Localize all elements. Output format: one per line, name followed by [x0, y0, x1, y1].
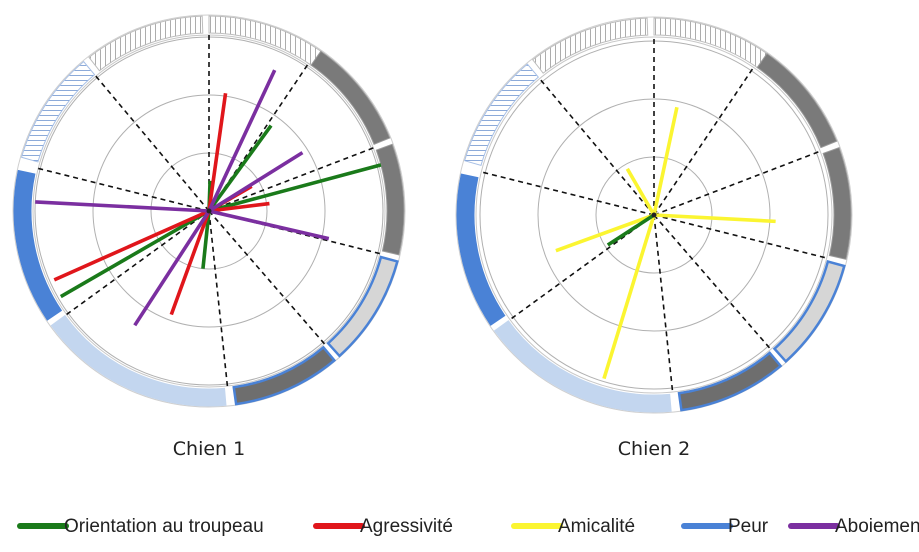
segment-orientation-6: [606, 213, 655, 247]
rim-sector-6: [493, 320, 672, 413]
segment-agressivite-10: [53, 209, 210, 282]
segment-agressivite-8: [208, 201, 270, 213]
dashed-spoke-3: [653, 150, 821, 216]
rim-sector-8: [20, 60, 96, 163]
legend-label-orientation: Orientation au troupeau: [64, 516, 264, 537]
grid-ring-2: [537, 98, 771, 332]
segment-amicalite-2: [653, 213, 776, 224]
dashed-spoke-4: [653, 214, 827, 259]
dashed-spoke-6: [653, 214, 674, 393]
grid-ring-2: [92, 94, 326, 328]
legend-item-orientation: Orientation au troupeau: [17, 516, 264, 537]
outer-circle: [455, 16, 853, 414]
rim-sector-5: [677, 351, 783, 412]
center-point: [206, 208, 212, 214]
dashed-spoke-5: [653, 214, 772, 350]
dashed-spoke-7: [66, 210, 210, 316]
legend-label-agressivite: Agressivité: [360, 516, 453, 537]
segment-aboiement-14: [133, 210, 211, 327]
segment-aboiement-12: [208, 151, 304, 213]
rim-sector-9: [88, 15, 204, 72]
dashed-spoke-9: [95, 75, 210, 212]
rim-sector-7: [13, 169, 63, 321]
rim-sector-2: [310, 50, 391, 145]
segment-amicalite-5: [625, 167, 656, 216]
rim-sector-8: [464, 63, 540, 167]
legend-label-peur: Peur: [728, 516, 769, 537]
legend-label-amicalite: Amicalité: [558, 516, 635, 537]
rim-sector-4: [772, 260, 846, 364]
segment-agressivite-6: [207, 93, 228, 212]
dashed-spoke-5: [208, 210, 326, 345]
outer-circle: [12, 14, 406, 408]
center-point: [651, 212, 657, 218]
rim-sector-3: [375, 143, 405, 256]
segment-orientation-3: [208, 163, 382, 213]
segment-aboiement-11: [207, 69, 277, 212]
chart-caption: Chien 1: [173, 438, 245, 460]
segment-amicalite-4: [555, 213, 655, 253]
rim-sector-4: [326, 255, 399, 358]
dashed-spoke-3: [208, 147, 374, 212]
rim-sector-5: [232, 345, 337, 406]
segment-amicalite-1: [652, 106, 679, 216]
rim-inner-circle: [475, 36, 833, 394]
dashed-spoke-8: [38, 167, 210, 212]
chart-chien-2: Chien 2: [455, 16, 853, 460]
segment-orientation-2: [207, 124, 273, 213]
segment-orientation-4: [201, 210, 211, 269]
rim-sector-2: [756, 52, 838, 149]
legend-label-aboiement: Aboiement: [835, 516, 919, 537]
chart-chien-1: Chien 1: [12, 14, 406, 460]
dashed-spoke-9: [538, 78, 655, 216]
segment-agressivite-9: [169, 210, 211, 316]
chart-caption: Chien 2: [618, 438, 690, 460]
dashed-spoke-6: [208, 210, 229, 387]
segment-aboiement-15: [35, 200, 210, 213]
dashed-spoke-8: [481, 171, 655, 216]
legend-item-agressivite: Agressivité: [313, 516, 453, 537]
legend-item-peur: Peur: [681, 516, 769, 537]
rim-sector-3: [822, 146, 852, 260]
legend-item-aboiement: Aboiement: [788, 516, 919, 537]
dashed-spoke-2: [653, 66, 755, 216]
segment-amicalite-3: [602, 214, 656, 380]
rim-sector-6: [50, 314, 227, 407]
legend-item-amicalite: Amicalité: [511, 516, 635, 537]
segment-orientation-5: [59, 209, 210, 299]
legend: Orientation au troupeau Agressivité Amical…: [17, 516, 919, 537]
rim-sector-9: [532, 17, 649, 74]
segment-aboiement-13: [208, 209, 330, 241]
rim-sector-7: [456, 173, 506, 326]
